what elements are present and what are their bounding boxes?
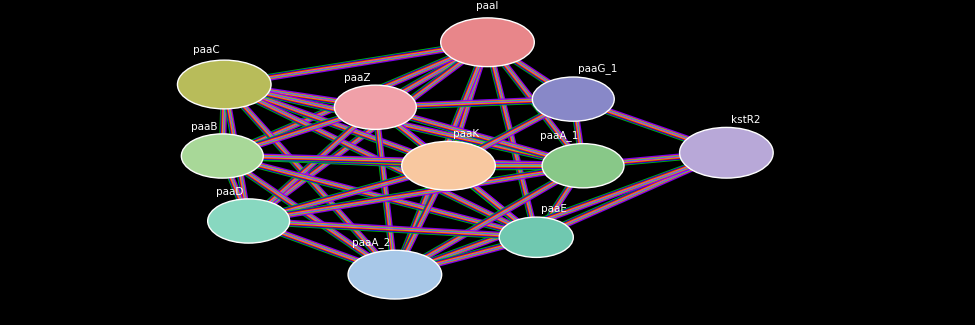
Text: paaB: paaB xyxy=(191,122,217,132)
Ellipse shape xyxy=(208,199,290,243)
Text: paaA_1: paaA_1 xyxy=(540,130,578,141)
Text: paaI: paaI xyxy=(477,1,498,11)
Text: paaE: paaE xyxy=(541,204,567,215)
Ellipse shape xyxy=(334,85,416,129)
Text: kstR2: kstR2 xyxy=(731,115,760,125)
Text: paaG_1: paaG_1 xyxy=(578,63,617,74)
Ellipse shape xyxy=(532,77,614,121)
Ellipse shape xyxy=(181,134,263,178)
Ellipse shape xyxy=(348,250,442,299)
Text: paaZ: paaZ xyxy=(344,73,370,83)
Text: paaA_2: paaA_2 xyxy=(352,237,390,248)
Ellipse shape xyxy=(542,144,624,188)
Ellipse shape xyxy=(441,18,534,67)
Ellipse shape xyxy=(177,60,271,109)
Ellipse shape xyxy=(499,217,573,257)
Ellipse shape xyxy=(680,127,773,178)
Text: paaK: paaK xyxy=(453,129,480,139)
Text: paaD: paaD xyxy=(216,187,244,197)
Text: paaC: paaC xyxy=(193,45,219,55)
Ellipse shape xyxy=(402,141,495,190)
